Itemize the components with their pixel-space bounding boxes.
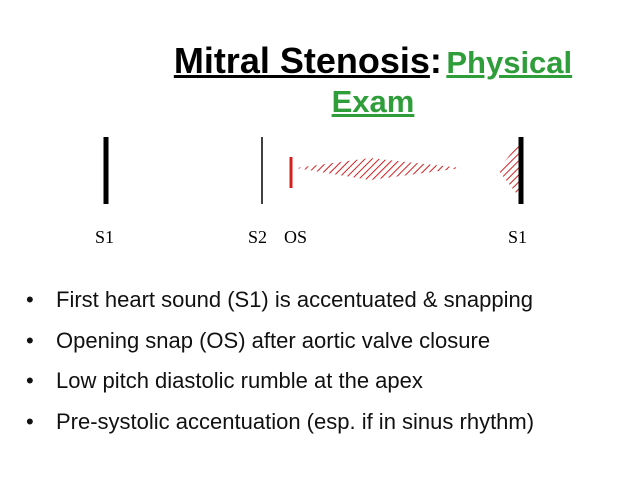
list-item: Low pitch diastolic rumble at the apex xyxy=(26,361,636,402)
label-s1: S1 xyxy=(95,227,115,247)
heart-sound-diagram xyxy=(103,137,524,204)
title-sub-physical: Physical xyxy=(446,45,573,80)
list-item: First heart sound (S1) is accentuated & … xyxy=(26,280,636,321)
presystolic-accentuation-murmur xyxy=(498,142,520,198)
title-main: Mitral Stenosis xyxy=(173,40,430,81)
label-os: OS xyxy=(284,227,308,247)
diastolic-rumble-murmur xyxy=(296,158,462,180)
label-s2: S2 xyxy=(248,227,268,247)
title-colon: : xyxy=(429,40,442,81)
list-item: Opening snap (OS) after aortic valve clo… xyxy=(26,321,636,362)
title-sub-exam: Exam xyxy=(331,84,415,119)
label-s1-end: S1 xyxy=(508,227,528,247)
slide-title: Mitral Stenosis: Physical Exam xyxy=(138,38,608,122)
list-item: Pre-systolic accentuation (esp. if in si… xyxy=(26,402,636,443)
bullet-list: First heart sound (S1) is accentuated & … xyxy=(26,280,636,442)
